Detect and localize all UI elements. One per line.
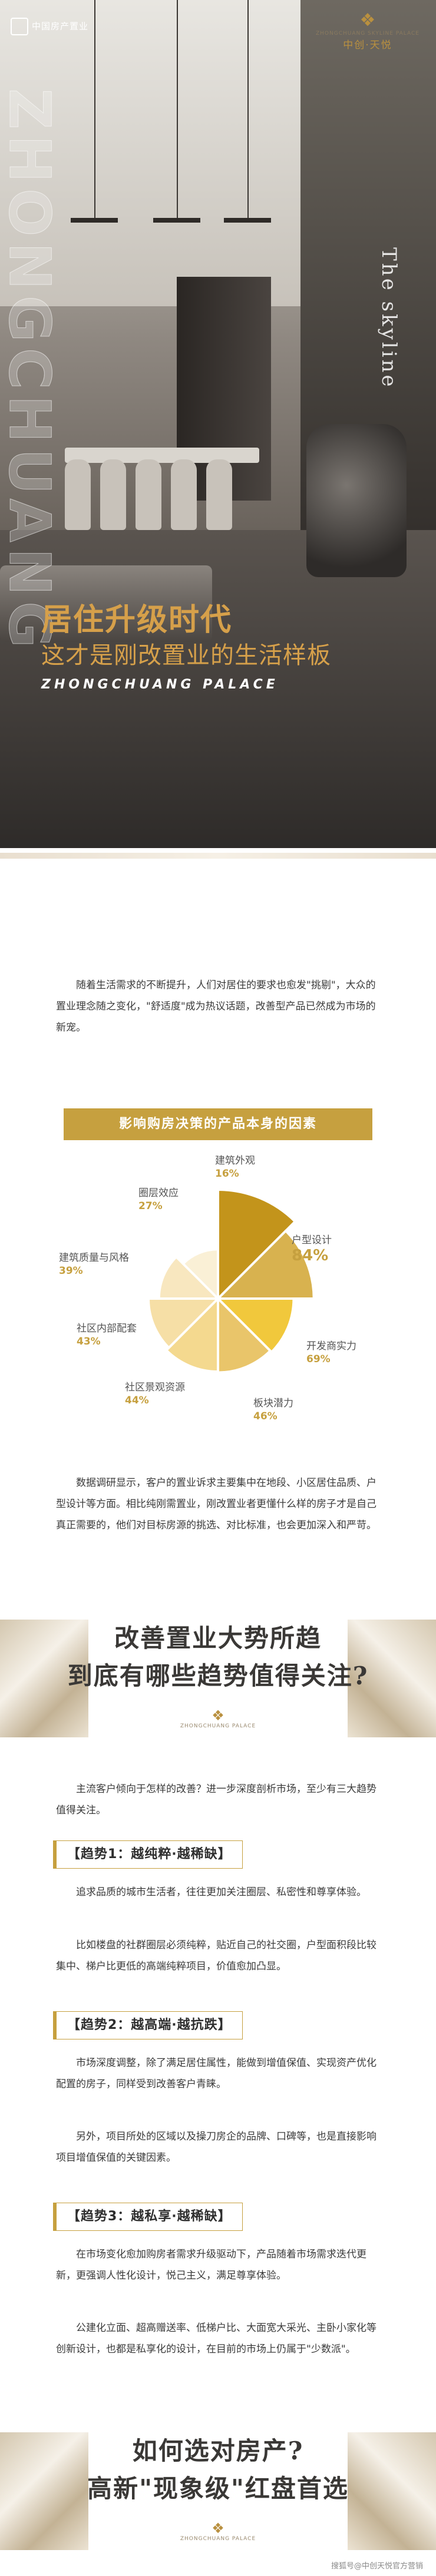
trend-2-label: 【趋势2：越高端·越抗跌】 (53, 2011, 243, 2039)
banner-1-line-2: 到底有哪些趋势值得关注? (67, 1661, 369, 1690)
pie-label-6: 圈层效应 27% (138, 1187, 179, 1213)
pie-label-4: 社区内部配套 43% (77, 1322, 137, 1348)
pie-slice-2 (215, 1297, 295, 1354)
banner-2-logo: ❖ ZHONGCHUANG PALACE (0, 2521, 436, 2542)
trend-2-paragraph-2: 另外，项目所处的区域以及操刀房企的品牌、口碑等，也是直接影响项目增值保值的关键因… (56, 2131, 376, 2164)
survey-paragraph: 数据调研显示，客户的置业诉求主要集中在地段、小区居住品质、户型设计等方面。相比纯… (56, 1477, 376, 1531)
pie-label-name: 建筑外观 (215, 1155, 255, 1167)
armchair (306, 424, 407, 577)
hero-image: ZHONGCHUANG PALACE 中国房产置业 ❖ ZHONGCHUANG … (0, 0, 436, 848)
pie-label-5: 建筑质量与风格 39% (59, 1251, 129, 1277)
trend-1-label: 【趋势1：越纯粹·越稀缺】 (53, 1840, 243, 1869)
brand-mark-icon (11, 18, 28, 35)
pendant-lamp (153, 218, 200, 223)
glass-decoration-right (348, 2432, 436, 2550)
dining-chair (100, 459, 126, 530)
pie-label-value: 39% (59, 1265, 83, 1277)
banner-2-logo-text: ZHONGCHUANG PALACE (180, 2536, 256, 2542)
wing-logo-icon: ❖ (359, 10, 376, 31)
pie-slice-0 (217, 1188, 297, 1302)
glass-decoration-right (348, 1620, 436, 1737)
pie-label-3: 社区景观资源 44% (125, 1381, 185, 1407)
banner-2-line-2: 高新"现象级"红盘首选 (87, 2474, 349, 2503)
hero-english: ZHONGCHUANG PALACE (41, 677, 279, 692)
wing-logo-icon: ❖ (212, 2520, 224, 2537)
pie-chart: 户型设计 84% 开发商实力 69% 板块潜力 46% 社区景观资源 44% 社区内部配… (59, 1143, 377, 1455)
pie-slice-7 (181, 1248, 219, 1302)
skyline-text: The skyline (377, 247, 401, 389)
trend-intro-paragraph: 主流客户倾向于怎样的改善？进一步深度剖析市场，至少有三大趋势值得关注。 (56, 1783, 376, 1816)
logo-right-brand: 中创·天悦 (343, 39, 392, 51)
trend-3-paragraph-1: 在市场变化愈加购房者需求升级驱动下，产品随着市场需求迭代更新，更强调人性化设计，… (56, 2249, 366, 2282)
hero-vertical-text: ZHONGCHUANG PALACE (0, 88, 63, 654)
pendant-lamp-wire (247, 0, 249, 218)
trend-2-paragraph-1: 市场深度调整，除了满足居住属性，能做到增值保值、实现资产优化配置的房子，同样受到… (56, 2057, 376, 2090)
pie-label-name: 开发商实力 (306, 1340, 356, 1352)
pie-label-name: 圈层效应 (138, 1187, 179, 1199)
trend-3-label: 【趋势3：越私享·越稀缺】 (53, 2203, 243, 2231)
logo-right: ❖ ZHONGCHUANG SKYLINE PALACE 中创·天悦 (315, 10, 420, 52)
pie-label-name: 社区景观资源 (125, 1382, 185, 1393)
pie-label-value: 84% (292, 1247, 329, 1264)
pendant-lamp (71, 218, 118, 223)
hero-subtitle: 这才是刚改置业的生活样板 (41, 642, 331, 669)
pie-slice-3 (217, 1296, 272, 1374)
pie-label-7: 建筑外观 16% (215, 1154, 255, 1180)
pie-label-name: 建筑质量与风格 (59, 1252, 129, 1264)
hero-title: 居住升级时代 (41, 602, 233, 638)
pie-label-value: 27% (138, 1200, 163, 1212)
dining-table (65, 448, 259, 463)
banner-1-logo-text: ZHONGCHUANG PALACE (180, 1723, 256, 1729)
pie-slice-6 (157, 1255, 221, 1300)
pie-label-value: 69% (306, 1353, 331, 1365)
pie-label-0: 户型设计 84% (292, 1234, 332, 1264)
banner-2-line-1: 如何选对房产? (132, 2436, 304, 2465)
pie-svg (147, 1188, 315, 1374)
pie-label-name: 板块潜力 (253, 1398, 293, 1409)
section-banner-2: 如何选对房产? 高新"现象级"红盘首选 ❖ ZHONGCHUANG PALACE (0, 2421, 436, 2568)
pie-label-name: 社区内部配套 (77, 1323, 137, 1335)
pie-slice-5 (147, 1297, 221, 1350)
pie-label-value: 43% (77, 1336, 101, 1347)
section-banner-1: 改善置业大势所趋 到底有哪些趋势值得关注? ❖ ZHONGCHUANG PALA… (0, 1608, 436, 1755)
trend-1-paragraph-2: 比如楼盘的社群圈层必须纯粹，贴近自己的社交圈，户型面积段比较集中、梯户比更低的高… (56, 1939, 376, 1972)
banner-1-line-1: 改善置业大势所趋 (114, 1624, 322, 1653)
sofa (0, 565, 212, 642)
divider-strip (0, 853, 436, 859)
pie-label-name: 户型设计 (292, 1234, 332, 1246)
logo-left-text: 中国房产置业 (32, 21, 89, 32)
pendant-lamp (224, 218, 271, 223)
pie-slice-4 (164, 1296, 219, 1373)
intro-paragraph: 随着生活需求的不断提升，人们对居住的要求也愈发"挑剔"，大众的置业理念随之变化，… (56, 979, 376, 1034)
pendant-lamp-wire (94, 0, 95, 218)
dining-chair (206, 459, 232, 530)
glass-decoration-left (0, 1620, 88, 1737)
wing-logo-icon: ❖ (212, 1707, 224, 1724)
logo-left: 中国房产置业 (11, 18, 88, 35)
watermark: 搜狐号@中创天悦官方营销 (331, 2562, 423, 2571)
logo-right-small: ZHONGCHUANG SKYLINE PALACE (315, 31, 420, 37)
pie-label-value: 44% (125, 1395, 149, 1406)
pie-label-value: 46% (253, 1410, 278, 1422)
pie-label-2: 板块潜力 46% (253, 1397, 293, 1423)
trend-1-paragraph-1: 追求品质的城市生活者，往往更加关注圈层、私密性和尊享体验。 (76, 1886, 366, 1898)
pie-label-value: 16% (215, 1168, 239, 1180)
pendant-lamp-wire (177, 0, 178, 218)
pie-slice-1 (215, 1229, 315, 1300)
chart-title: 影响购房决策的产品本身的因素 (64, 1108, 372, 1140)
dining-chair (171, 459, 197, 530)
dining-chair (65, 459, 91, 530)
dining-chair (136, 459, 161, 530)
glass-decoration-left (0, 2432, 88, 2550)
banner-1-logo: ❖ ZHONGCHUANG PALACE (0, 1708, 436, 1729)
pie-label-1: 开发商实力 69% (306, 1340, 356, 1366)
trend-3-paragraph-2: 公建化立面、超高赠送率、低梯户比、大面宽大采光、主卧小家化等创新设计，也都是私享… (56, 2322, 376, 2355)
